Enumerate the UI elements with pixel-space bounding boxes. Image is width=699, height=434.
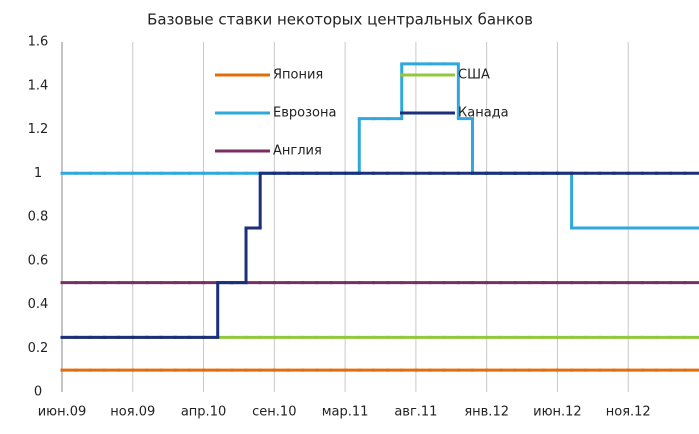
legend-label: США (458, 68, 490, 83)
chart-title: Базовые ставки некоторых центральных бан… (147, 11, 533, 29)
y-tick-label: 0.6 (28, 253, 49, 268)
x-tick-label: июн.12 (533, 405, 582, 420)
x-tick-label: мар.11 (322, 405, 369, 420)
legend-label: Англия (273, 144, 322, 159)
x-tick-label: янв.12 (464, 405, 509, 420)
x-tick-label: апр.10 (181, 405, 226, 420)
y-tick-label: 0.4 (28, 297, 49, 312)
y-tick-label: 1.6 (28, 35, 49, 50)
x-tick-label: ноя.12 (606, 405, 651, 420)
y-tick-label: 1 (34, 166, 42, 181)
x-tick-label: сен.10 (252, 405, 296, 420)
y-tick-label: 0.8 (28, 210, 49, 225)
x-tick-label: июн.09 (38, 405, 87, 420)
legend-label: Канада (458, 106, 509, 121)
y-tick-label: 1.2 (28, 122, 49, 137)
x-tick-label: авг.11 (394, 405, 437, 420)
y-tick-label: 0.2 (28, 341, 49, 356)
legend-label: Еврозона (273, 106, 336, 121)
legend-label: Япония (273, 68, 323, 83)
y-tick-label: 1.4 (28, 78, 49, 93)
y-tick-label: 0 (34, 385, 42, 400)
x-tick-label: ноя.09 (110, 405, 155, 420)
